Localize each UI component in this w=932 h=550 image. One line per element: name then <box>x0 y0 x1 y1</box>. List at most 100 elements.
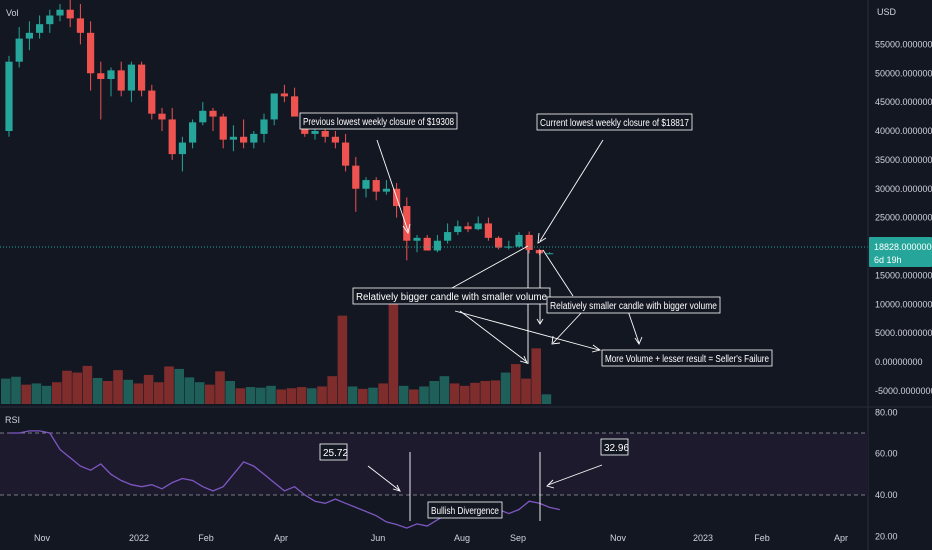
volume-bar <box>327 376 337 404</box>
time-tick-label: Apr <box>274 533 288 543</box>
volume-bar <box>286 388 297 404</box>
volume-bar <box>82 365 93 404</box>
rsi-tick-label: 40.00 <box>875 490 898 500</box>
volume-bar <box>531 348 541 404</box>
rsi-left-arrowhead <box>392 484 401 492</box>
volume-bar <box>266 385 276 404</box>
candle-body <box>25 32 33 39</box>
candle-body <box>148 90 156 114</box>
candle-body <box>199 110 207 123</box>
rsi-label: RSI <box>5 415 20 425</box>
candle-body <box>505 246 513 248</box>
volume-bar <box>113 370 123 404</box>
candle-body <box>138 64 146 91</box>
rsi-tick-label: 20.00 <box>875 531 898 541</box>
bigger-volume-arrowhead <box>519 355 528 364</box>
volume-bar <box>439 376 450 404</box>
rsi-right-value: 32.96 <box>604 443 629 454</box>
price-tick-label: -5000.00000000 <box>875 386 932 396</box>
prev-low-text: Previous lowest weekly closure of $19308 <box>303 117 454 128</box>
volume-bar <box>296 387 307 404</box>
candle-body <box>444 232 452 241</box>
candle-body <box>178 142 186 155</box>
bigger-volume-arrow <box>459 310 528 363</box>
candle-body <box>270 93 278 120</box>
price-tick-label: 50000.00000000 <box>875 68 932 78</box>
price-tick-label: 55000.00000000 <box>875 39 932 49</box>
price-tick-label: 15000.00000000 <box>875 270 932 280</box>
time-tick-label: 2022 <box>129 533 149 543</box>
conclusion-arrowhead-1 <box>634 336 643 345</box>
candle-body <box>342 142 350 166</box>
price-tick-label: 35000.00000000 <box>875 155 932 165</box>
prev-low-box <box>299 112 458 130</box>
candle-body <box>291 96 299 117</box>
candle-body <box>87 32 95 74</box>
conclusion-arrow-2 <box>454 310 600 351</box>
smaller-volume-arrow <box>552 310 584 344</box>
candle-body <box>189 122 197 143</box>
rsi-left-arrow <box>367 465 400 491</box>
price-panel[interactable]: USD 55000.00000000 50000.00000000 45000.00… <box>0 0 932 404</box>
rsi-tick-label: 60.00 <box>875 449 898 459</box>
divergence-text: Bullish Divergence <box>431 506 499 517</box>
candle-body <box>107 70 115 80</box>
conclusion-arrowhead-2 <box>591 344 602 353</box>
prev-low-arrowhead <box>402 223 411 235</box>
time-tick-label: Sep <box>510 533 526 543</box>
bigger-candle-box <box>352 287 551 305</box>
smaller-candle-text: Relatively smaller candle with bigger vo… <box>550 301 717 312</box>
annotation-labels: Previous lowest weekly closure of $19308… <box>299 112 773 519</box>
volume-bar <box>11 376 21 404</box>
volume-bar <box>347 386 358 404</box>
volume-bar <box>21 384 31 404</box>
volume-bar <box>490 380 501 404</box>
volume-bar <box>235 388 246 404</box>
rsi-tick-label: 80.00 <box>875 407 898 417</box>
candle-body <box>352 165 360 189</box>
candle-body <box>495 237 503 248</box>
time-tick-label: 2023 <box>693 533 713 543</box>
rsi-left-box <box>319 443 348 461</box>
volume-bar <box>184 377 195 404</box>
price-tick-label: 40000.00000000 <box>875 126 932 136</box>
volume-bar <box>215 371 225 404</box>
rsi-left-value: 25.72 <box>323 448 348 459</box>
candle-body <box>525 234 533 250</box>
candle-body <box>209 110 217 117</box>
conclusion-arrow-1 <box>627 310 640 344</box>
candle-body <box>15 38 23 62</box>
candle-body <box>372 180 380 192</box>
divergence-box <box>427 501 503 519</box>
price-tick-label: 30000.00000000 <box>875 184 932 194</box>
candle-body <box>403 206 411 241</box>
volume-bar <box>317 386 327 404</box>
volume-bar <box>256 387 266 404</box>
time-axis[interactable]: Nov 2022 Feb Apr Jun Aug Sep Nov 2023 Feb Apr <box>34 533 848 543</box>
candle-body <box>484 223 492 238</box>
candle-body <box>474 223 482 230</box>
volume-bar <box>337 315 348 404</box>
rsi-right-box <box>600 438 629 456</box>
rsi-panel[interactable]: RSI 80.00 60.00 40.00 20.00 <box>0 407 898 541</box>
volume-bar <box>460 385 470 404</box>
time-tick-label: Jun <box>371 533 386 543</box>
candle-body <box>127 64 135 91</box>
volume-bar <box>541 394 552 404</box>
volume-bars <box>1 303 552 404</box>
volume-bar <box>368 387 378 404</box>
volume-bar <box>500 372 511 404</box>
candle-body <box>331 136 339 143</box>
candle-body <box>382 188 390 192</box>
candle-body <box>413 237 421 241</box>
candle-body <box>433 240 441 251</box>
volume-bar <box>31 383 42 404</box>
countdown-label: 6d 19h <box>874 255 902 265</box>
price-tick-label: 10000.00000000 <box>875 299 932 309</box>
time-tick-label: Nov <box>34 533 51 543</box>
smaller-volume-arrowhead <box>551 335 561 345</box>
candle-body <box>168 119 176 155</box>
bigger-candle-text: Relatively bigger candle with smaller vo… <box>356 292 547 303</box>
candle-body <box>66 9 74 19</box>
